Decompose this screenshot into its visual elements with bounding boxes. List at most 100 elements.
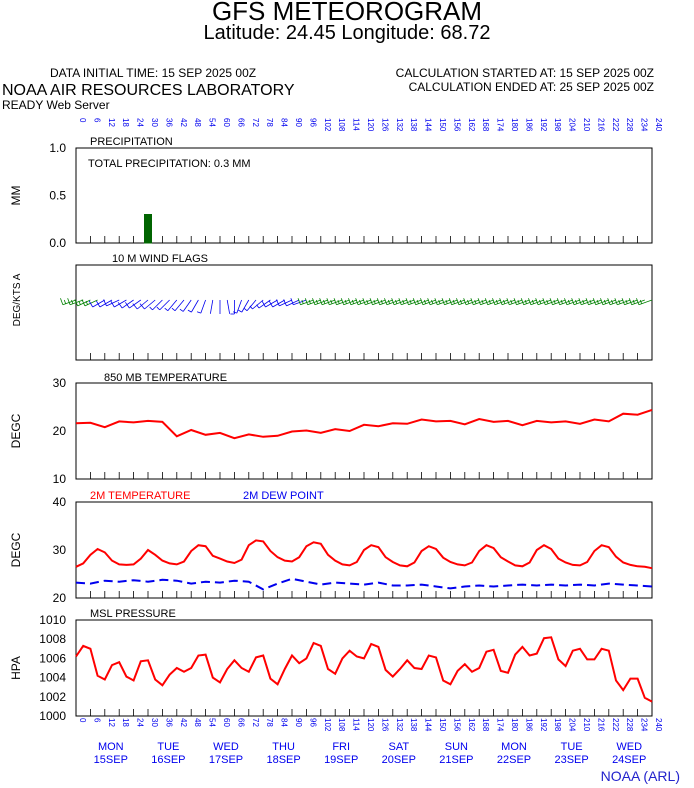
day-label-date: 24SEP bbox=[612, 754, 646, 766]
top-hour-label: 96 bbox=[308, 118, 317, 127]
total-precip-annotation: TOTAL PRECIPITATION: 0.3 MM bbox=[88, 158, 251, 170]
y-tick-label: 1010 bbox=[39, 613, 66, 627]
bottom-hour-label: 6 bbox=[92, 718, 101, 723]
panel-title-850mb: 850 MB TEMPERATURE bbox=[104, 372, 227, 384]
top-hour-label: 210 bbox=[582, 118, 591, 132]
y-tick-label: 0.5 bbox=[49, 189, 66, 203]
day-label-dow: THU bbox=[272, 741, 295, 753]
top-hour-label: 30 bbox=[150, 118, 159, 127]
day-label-dow: WED bbox=[616, 741, 642, 753]
top-hour-label: 66 bbox=[236, 118, 245, 127]
wind-barb bbox=[96, 299, 113, 308]
top-hour-label: 18 bbox=[121, 118, 130, 127]
top-hour-label: 150 bbox=[438, 118, 447, 132]
wind-barb bbox=[209, 299, 214, 314]
y-tick-label: 1.0 bbox=[49, 141, 66, 155]
location-subtitle: Latitude: 24.45 Longitude: 68.72 bbox=[203, 22, 491, 44]
y-axis-label: DEG/KTS A bbox=[12, 273, 23, 326]
bottom-hour-label: 24 bbox=[136, 718, 145, 727]
wind-barb bbox=[132, 299, 149, 310]
top-hour-label: 54 bbox=[208, 118, 217, 127]
top-hour-label: 162 bbox=[467, 118, 476, 132]
day-label-date: 21SEP bbox=[439, 754, 473, 766]
bottom-hour-label: 120 bbox=[366, 718, 375, 732]
bottom-hour-label: 186 bbox=[524, 718, 533, 732]
top-hour-label: 228 bbox=[625, 118, 634, 132]
bottom-hour-label: 150 bbox=[438, 718, 447, 732]
calculation-started: CALCULATION STARTED AT: 15 SEP 2025 00Z bbox=[395, 66, 654, 80]
bottom-hour-label: 96 bbox=[308, 718, 317, 727]
wind-barb bbox=[74, 299, 91, 307]
wind-barb bbox=[88, 299, 106, 308]
footer-credit: NOAA (ARL) bbox=[600, 768, 680, 784]
y-tick-label: 20 bbox=[53, 591, 67, 605]
top-hour-label: 90 bbox=[294, 118, 303, 127]
bottom-hour-label: 174 bbox=[496, 718, 505, 732]
top-hour-label: 192 bbox=[539, 118, 548, 132]
bottom-hour-label: 144 bbox=[424, 718, 433, 732]
top-hour-label: 102 bbox=[323, 118, 332, 132]
top-hour-label: 48 bbox=[193, 118, 202, 127]
top-hour-label: 126 bbox=[380, 118, 389, 132]
panel-frame-wind bbox=[75, 264, 653, 361]
top-hour-label: 78 bbox=[265, 118, 274, 127]
bottom-hour-label: 0 bbox=[78, 718, 87, 723]
wind-barb bbox=[124, 299, 142, 309]
top-hour-label: 84 bbox=[280, 118, 289, 127]
wind-barb bbox=[171, 299, 185, 312]
chart-title: GFS METEOROGRAM bbox=[211, 0, 483, 26]
bottom-hour-label: 36 bbox=[164, 718, 173, 727]
wind-barb bbox=[139, 299, 156, 310]
y-tick-label: 0.0 bbox=[49, 236, 66, 250]
y-tick-label: 1000 bbox=[39, 709, 66, 723]
top-hour-label: 42 bbox=[179, 118, 188, 127]
wind-barb bbox=[275, 299, 293, 307]
top-hour-label: 216 bbox=[596, 118, 605, 132]
wind-barb bbox=[196, 299, 206, 314]
y-tick-label: 1002 bbox=[39, 690, 66, 704]
wind-barb bbox=[67, 298, 84, 306]
data-initial-time: DATA INITIAL TIME: 15 SEP 2025 00Z bbox=[50, 66, 257, 80]
bottom-hour-label: 156 bbox=[452, 718, 461, 732]
bottom-hour-label: 90 bbox=[294, 718, 303, 727]
pressure-line bbox=[75, 636, 653, 703]
panel-title-msl: MSL PRESSURE bbox=[90, 608, 176, 620]
bottom-hour-label: 180 bbox=[510, 718, 519, 732]
bottom-hour-label: 78 bbox=[265, 718, 274, 727]
top-hour-label: 108 bbox=[337, 118, 346, 132]
bottom-hour-label: 42 bbox=[179, 718, 188, 727]
top-hour-label: 138 bbox=[409, 118, 418, 132]
panel-title-precipitation: PRECIPITATION bbox=[90, 136, 173, 148]
bottom-hour-label: 66 bbox=[236, 718, 245, 727]
y-tick-label: 1004 bbox=[39, 671, 66, 685]
lab-name: NOAA AIR RESOURCES LABORATORY bbox=[2, 82, 295, 99]
wind-barb bbox=[268, 299, 285, 308]
day-label-date: 22SEP bbox=[497, 754, 531, 766]
panel-title-wind: 10 M WIND FLAGS bbox=[112, 253, 208, 265]
wind-barb bbox=[117, 299, 134, 309]
top-hour-label: 204 bbox=[568, 118, 577, 132]
y-tick-label: 20 bbox=[53, 424, 67, 438]
bottom-hour-label: 126 bbox=[380, 718, 389, 732]
top-hour-label: 198 bbox=[553, 118, 562, 132]
top-hour-label: 186 bbox=[524, 118, 533, 132]
bottom-hour-label: 132 bbox=[395, 718, 404, 732]
precip-bar bbox=[144, 214, 152, 244]
day-label-date: 16SEP bbox=[151, 754, 185, 766]
day-label-date: 18SEP bbox=[266, 754, 300, 766]
bottom-hour-label: 108 bbox=[337, 718, 346, 732]
bottom-hour-label: 138 bbox=[409, 718, 418, 732]
wind-barb bbox=[261, 299, 278, 308]
bottom-hour-label: 228 bbox=[625, 718, 634, 732]
wind-barb bbox=[238, 299, 250, 313]
y-axis-label: HPA bbox=[9, 656, 23, 680]
day-label-date: 17SEP bbox=[209, 754, 243, 766]
wind-barb bbox=[230, 300, 235, 315]
bottom-hour-label: 204 bbox=[568, 718, 577, 732]
top-hour-label: 12 bbox=[107, 118, 116, 127]
y-axis-label: DEGC bbox=[9, 532, 23, 567]
day-label-date: 19SEP bbox=[324, 754, 358, 766]
y-tick-label: 40 bbox=[53, 495, 67, 509]
bottom-hour-label: 234 bbox=[640, 718, 649, 732]
